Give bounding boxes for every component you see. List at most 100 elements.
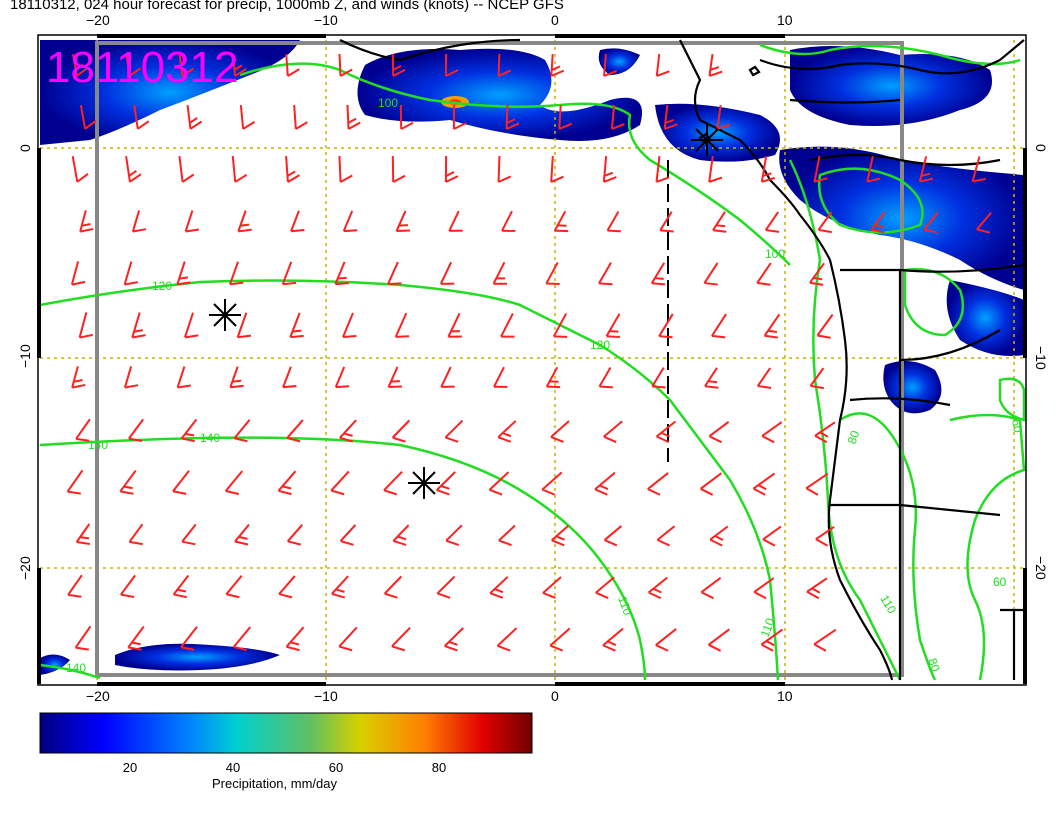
wind-barb [444,53,459,77]
contour-label: 60 [1009,418,1025,434]
wind-barb [391,626,411,652]
precip-area-north-small [598,48,640,75]
wind-barb [505,104,520,130]
wind-barb [496,627,518,652]
wind-barb [70,261,86,286]
wind-barb [74,625,92,651]
wind-barb [763,313,781,339]
pressure-center-star [691,124,723,156]
precip-area-gulf [655,103,780,162]
wind-barb [342,312,357,339]
contour-label: 80 [845,428,863,446]
wind-barb [655,420,677,444]
wind-barb [186,104,203,130]
coastline-gulf-of-guinea [679,39,831,261]
contour-labels: 100 120 120 140 140 100 140 110 110 80 6… [66,96,1025,675]
wind-barb [229,366,244,389]
wind-barb [66,469,84,495]
wind-barb [123,261,138,286]
wind-barb [663,104,678,130]
wind-barb [712,211,727,233]
axis-labels: −20 −10 0 10 −20 −10 0 10 0 −10 −20 0 −1… [17,12,1049,704]
contour-label: 100 [378,96,398,110]
wind-barb [708,628,730,652]
wind-barb [383,575,403,599]
wind-barb [708,420,730,444]
wind-barb [445,524,463,547]
precip-area-south [115,643,280,671]
wind-barb [709,525,729,547]
contour-africa-60 [949,413,1026,681]
precip-area-north [357,48,642,141]
wind-barb [716,104,731,130]
lon-label-top: −20 [86,12,110,28]
contour-label: 80 [925,656,943,674]
wind-barb [549,627,571,652]
wind-barb [285,155,300,183]
wind-barb [178,155,195,183]
wind-barb [282,366,297,389]
wind-barb [125,53,142,77]
wind-barb [131,210,147,233]
pressure-center-star [408,467,440,499]
wind-barb [133,104,150,130]
wind-barb [500,312,515,338]
wind-barb [331,575,349,599]
colorbar-tick-label: 80 [431,760,447,775]
wind-barb [278,575,296,599]
wind-barb [119,469,137,495]
wind-barb [72,53,89,77]
contour-label: 120 [152,279,172,293]
wind-barb [184,210,200,233]
date-stamp: 18110312 [46,43,239,92]
wind-barb [541,471,563,496]
wind-barb [338,155,353,183]
coastline-west-africa-north [339,38,521,62]
wind-barb [180,626,198,651]
lon-label-bottom: −20 [86,688,110,704]
wind-barb [334,261,349,286]
wind-barb [809,367,825,390]
wind-barb [181,523,197,546]
wind-barb [342,210,358,233]
wind-barb [448,210,463,232]
wind-barb [647,576,669,600]
wind-barb [752,472,776,496]
wind-barb [444,155,459,183]
wind-barb [286,419,304,443]
wind-barb [285,53,300,77]
contour-label: 100 [765,247,785,261]
wind-barb [598,366,613,389]
wind-barb [394,312,410,338]
wind-barb [813,628,837,652]
height-contours [39,43,1026,681]
lon-label-top: 0 [551,12,559,28]
wind-barb [700,472,722,496]
wind-barb [128,418,144,442]
wind-barb [172,470,190,495]
wind-barb [603,525,623,547]
wind-barb [239,104,256,130]
wind-barb [708,155,723,183]
wind-barb [553,210,569,233]
wind-barb [598,262,613,286]
wind-barb [232,626,252,652]
wind-barb [290,210,305,233]
wind-barb [285,626,305,652]
wind-barb [764,211,780,233]
wind-barb [293,104,308,130]
wind-barb [756,367,772,389]
colorbar-tick-label: 60 [328,760,344,775]
wind-barb [647,472,669,496]
wind-barb [67,574,83,598]
wind-barb [178,53,195,77]
wind-barb [817,211,833,234]
wind-barb [339,524,357,546]
wind-barb [444,419,464,443]
precip-area-congo [883,361,942,414]
island-sao-tome [748,65,761,77]
wind-barb [595,576,615,599]
wind-barb [125,155,142,183]
lat-lon-grid [40,40,1024,680]
frame-tick-bars [37,34,1027,686]
